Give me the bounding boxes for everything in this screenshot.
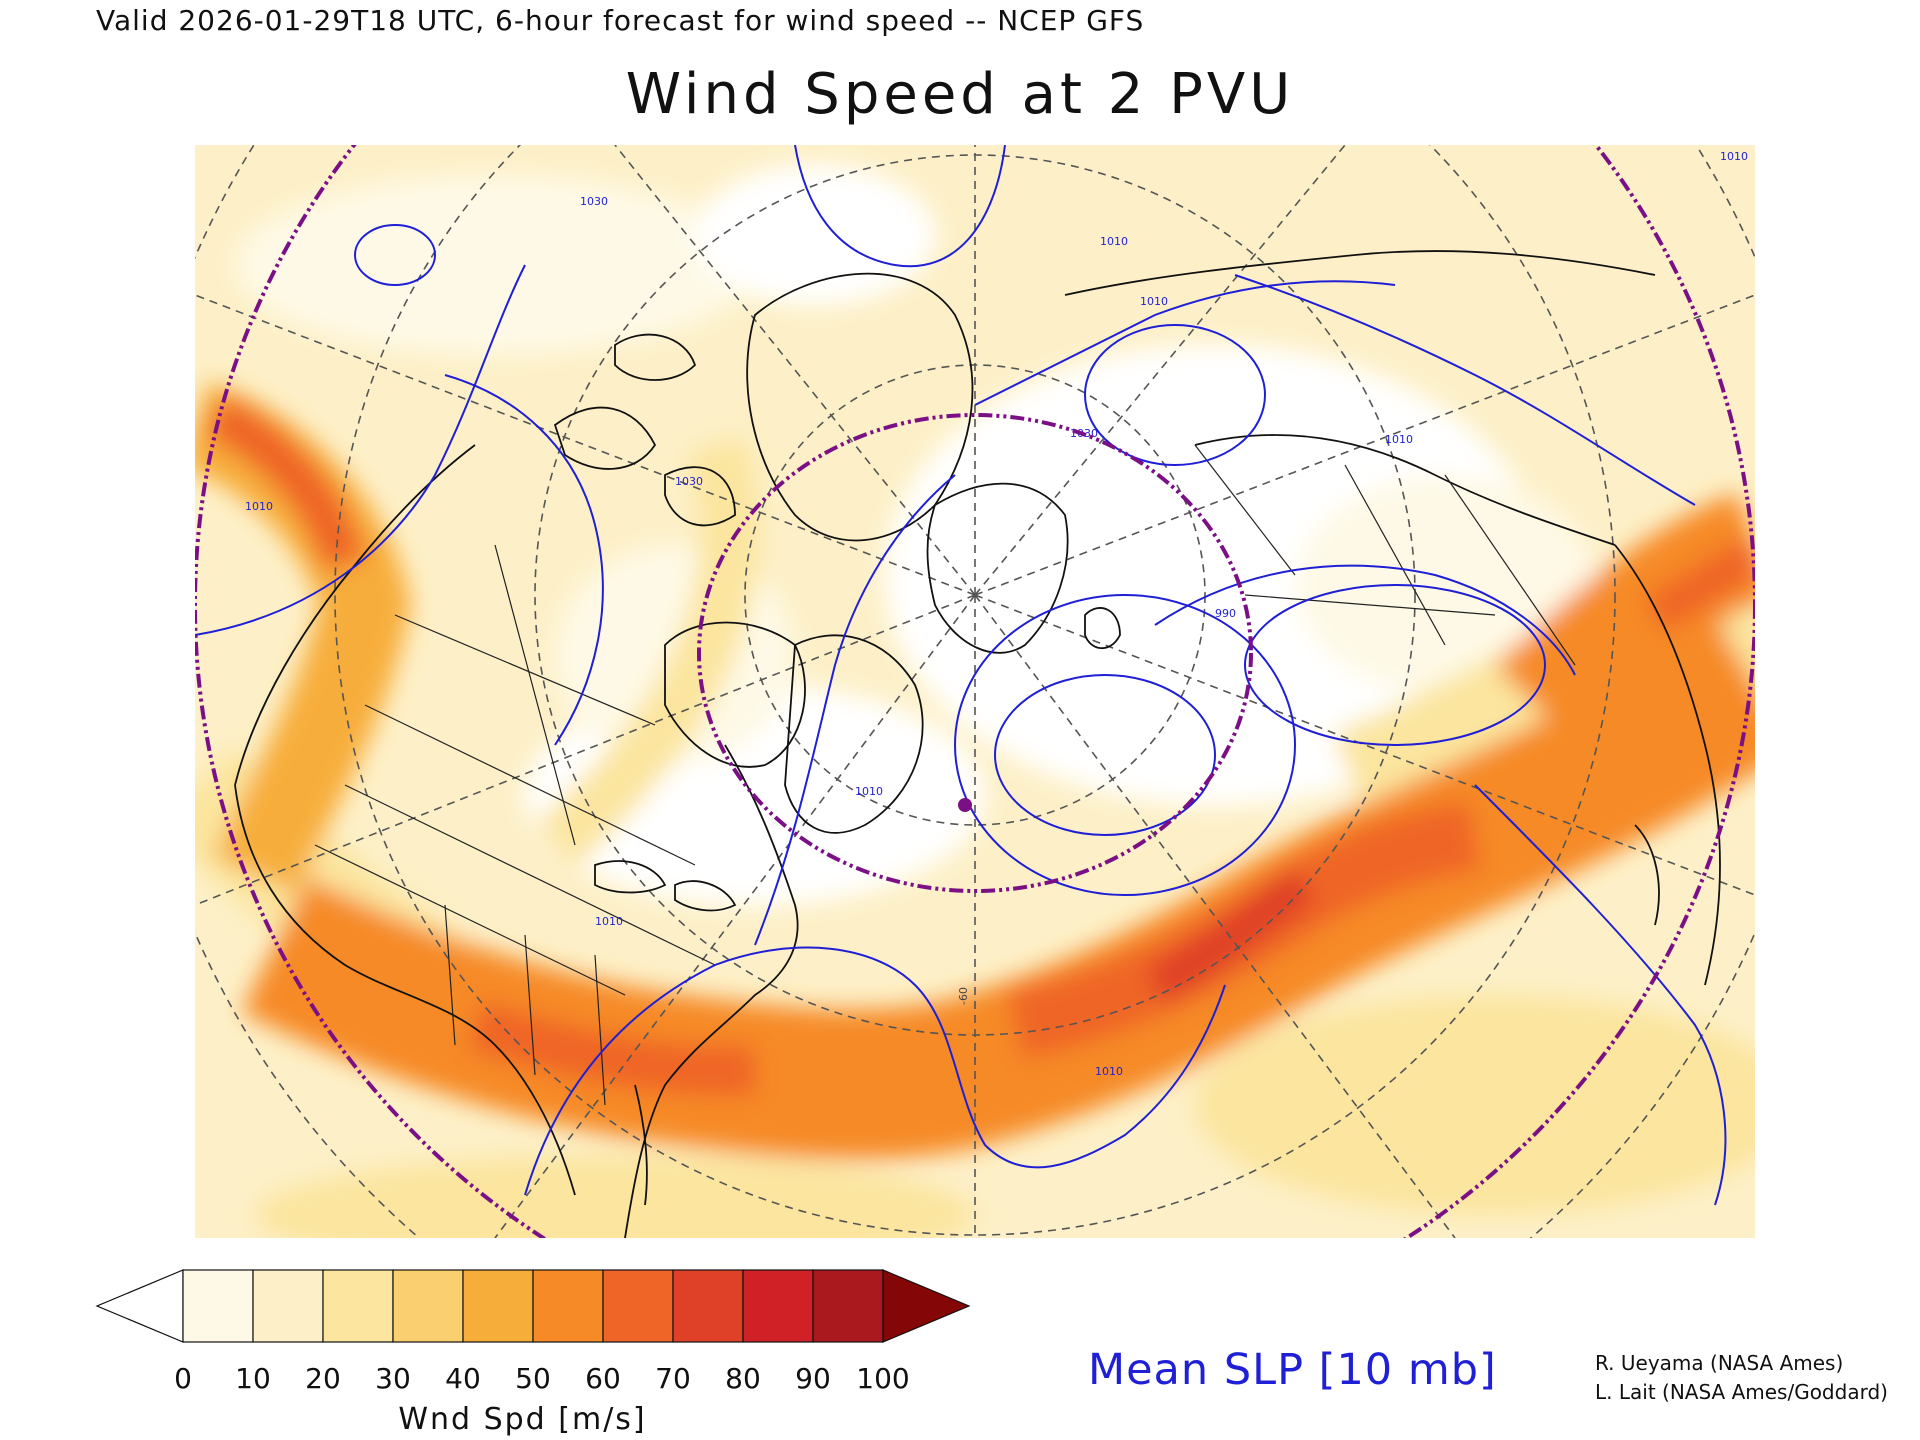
contour-label: 990 xyxy=(1215,607,1236,620)
contour-label: 1010 xyxy=(245,500,273,513)
credit-line-2: L. Lait (NASA Ames/Goddard) xyxy=(1595,1380,1888,1404)
colorbar-tick-label: 50 xyxy=(515,1362,551,1395)
contour-label: 1010 xyxy=(1385,433,1413,446)
colorbar-tick-label: 80 xyxy=(725,1362,761,1395)
colorbar-svg xyxy=(95,1269,971,1343)
map-content: 1010 1010 1010 1030 1030 1010 990 1010 1… xyxy=(195,145,1755,1238)
map-title: Wind Speed at 2 PVU xyxy=(625,62,1295,127)
colorbar-tick-label: 40 xyxy=(445,1362,481,1395)
colorbar-swatch xyxy=(742,1269,814,1343)
colorbar-under-arrow xyxy=(95,1269,184,1343)
colorbar-tick-label: 30 xyxy=(375,1362,411,1395)
graticule xyxy=(195,145,1755,1238)
colorbar-tick-label: 90 xyxy=(795,1362,831,1395)
wind-field-shading xyxy=(195,165,1755,1238)
slp-contours xyxy=(195,145,1727,1206)
boundaries xyxy=(314,444,1576,1106)
colorbar-tick-label: 60 xyxy=(585,1362,621,1395)
wind-speed-map: 1010 1010 1010 1030 1030 1010 990 1010 1… xyxy=(195,145,1755,1238)
credit-line-1: R. Ueyama (NASA Ames) xyxy=(1595,1351,1844,1375)
contour-label: 1010 xyxy=(1095,1065,1123,1078)
colorbar-tick-label: 0 xyxy=(174,1362,192,1395)
colorbar-swatch xyxy=(602,1269,674,1343)
longitude-label: -60 xyxy=(957,987,970,1005)
colorbar-swatch xyxy=(392,1269,464,1343)
coastlines xyxy=(234,250,1721,1238)
reference-circles xyxy=(195,145,1755,1238)
colorbar-swatch xyxy=(252,1269,324,1343)
colorbar-swatch xyxy=(672,1269,744,1343)
colorbar-swatch xyxy=(322,1269,394,1343)
colorbar-tick-label: 100 xyxy=(856,1362,910,1395)
colorbar-label: Wnd Spd [m/s] xyxy=(398,1402,647,1437)
colorbar xyxy=(95,1265,980,1347)
contour-label: 1010 xyxy=(855,785,883,798)
colorbar-swatch xyxy=(182,1269,254,1343)
colorbar-tick-label: 20 xyxy=(305,1362,341,1395)
contour-label: 1030 xyxy=(580,195,608,208)
colorbar-swatches xyxy=(95,1269,971,1343)
contour-label: 1010 xyxy=(1140,295,1168,308)
colorbar-tick-label: 10 xyxy=(235,1362,271,1395)
contour-label: 1030 xyxy=(675,475,703,488)
map-svg: 1010 1010 1010 1030 1030 1010 990 1010 1… xyxy=(195,145,1755,1238)
colorbar-tick-label: 70 xyxy=(655,1362,691,1395)
colorbar-swatch xyxy=(812,1269,884,1343)
colorbar-over-arrow xyxy=(882,1269,971,1343)
slp-legend-label: Mean SLP [10 mb] xyxy=(1088,1345,1497,1395)
colorbar-swatch xyxy=(462,1269,534,1343)
contour-label: 1010 xyxy=(595,915,623,928)
contour-label: 1010 xyxy=(1100,235,1128,248)
colorbar-swatch xyxy=(532,1269,604,1343)
contour-label: 1010 xyxy=(1720,150,1748,163)
valid-time-line: Valid 2026-01-29T18 UTC, 6-hour forecast… xyxy=(96,4,1145,37)
location-marker xyxy=(958,798,972,812)
